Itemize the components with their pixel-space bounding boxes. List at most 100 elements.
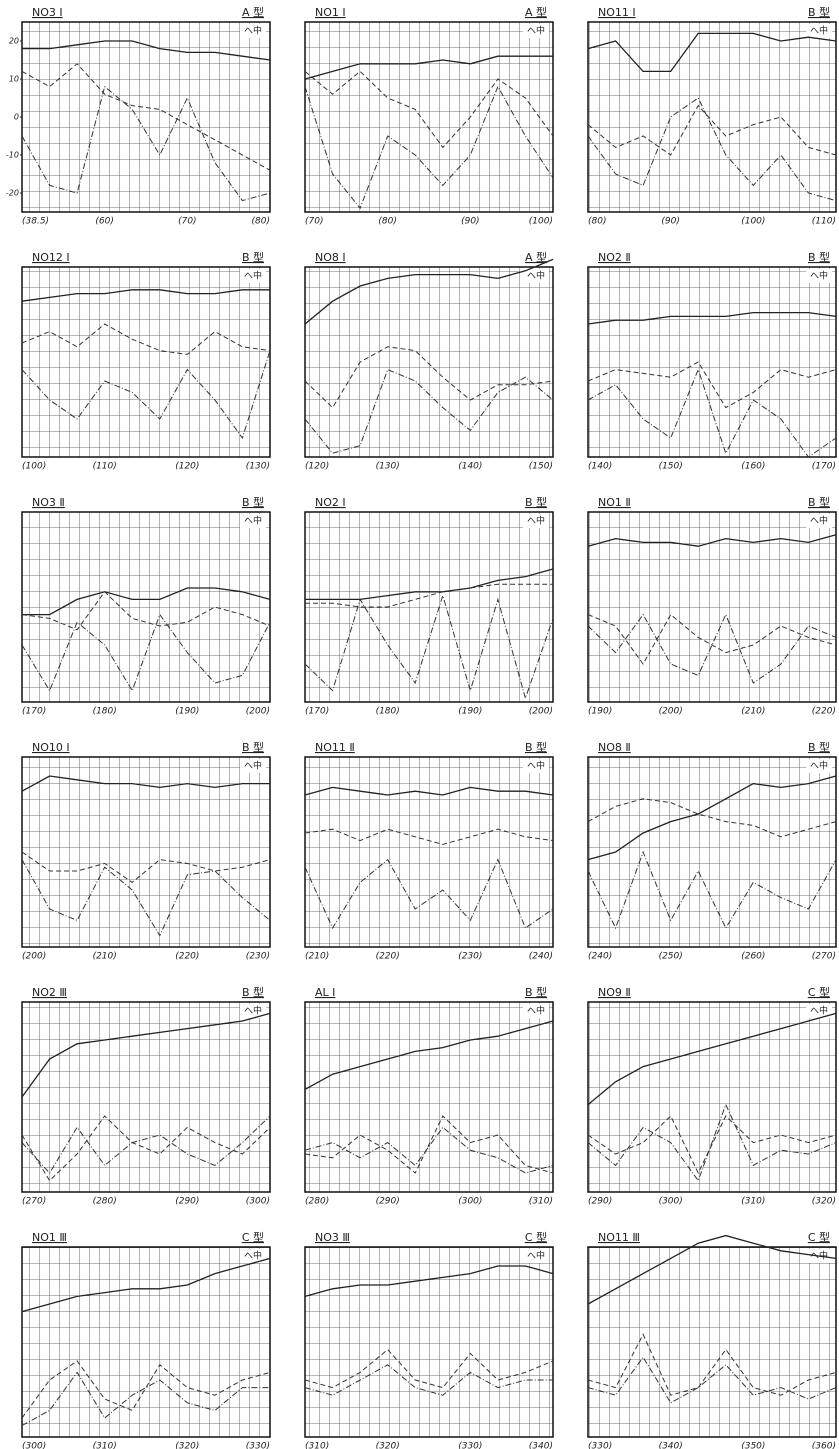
x-tick-label: (170) bbox=[22, 707, 46, 717]
plot-frame bbox=[305, 22, 553, 212]
plot-frame bbox=[588, 1247, 836, 1437]
corner-label: へ中 bbox=[244, 1250, 262, 1262]
chart-title: NO11 Ⅲ bbox=[598, 1231, 640, 1244]
x-tick-label: (38.5) bbox=[22, 217, 49, 227]
x-tick-label: (340) bbox=[529, 1442, 553, 1449]
x-tick-label: (260) bbox=[741, 952, 765, 962]
x-tick-label: (320) bbox=[812, 1197, 836, 1207]
type-label: A 型 bbox=[525, 250, 547, 264]
x-tick-label: (180) bbox=[376, 707, 400, 717]
x-tick-label: (270) bbox=[812, 952, 836, 962]
x-tick-label: (80) bbox=[378, 217, 396, 227]
plot-frame bbox=[588, 22, 836, 212]
plot-frame bbox=[22, 1002, 270, 1192]
x-tick-label: (360) bbox=[812, 1442, 836, 1449]
y-tick-label: 20 bbox=[9, 37, 19, 46]
chart-title: NO1 Ⅰ bbox=[315, 6, 346, 19]
plot-frame bbox=[588, 267, 836, 457]
corner-label: へ中 bbox=[244, 760, 262, 772]
type-label: A 型 bbox=[242, 5, 264, 19]
corner-label: へ中 bbox=[527, 760, 545, 772]
x-tick-label: (190) bbox=[175, 707, 199, 717]
chart-title: NO12 Ⅰ bbox=[32, 251, 70, 264]
corner-label: へ中 bbox=[244, 270, 262, 282]
corner-label: へ中 bbox=[810, 1005, 828, 1017]
corner-label: へ中 bbox=[244, 25, 262, 37]
corner-label: へ中 bbox=[810, 515, 828, 527]
page: NO3 ⅠA 型へ中(38.5)(60)(70)(80)20100-10-20N… bbox=[0, 0, 839, 1449]
x-tick-label: (70) bbox=[178, 217, 196, 227]
type-label: B 型 bbox=[242, 495, 264, 509]
type-label: C 型 bbox=[525, 1230, 547, 1244]
x-tick-label: (230) bbox=[458, 952, 482, 962]
x-tick-label: (190) bbox=[588, 707, 612, 717]
x-tick-label: (320) bbox=[376, 1442, 400, 1449]
plot-frame bbox=[22, 512, 270, 702]
chart-title: NO1 Ⅲ bbox=[32, 1231, 67, 1244]
plot-frame bbox=[22, 1247, 270, 1437]
chart-sheet: NO3 ⅠA 型へ中(38.5)(60)(70)(80)20100-10-20N… bbox=[0, 0, 839, 1449]
type-label: B 型 bbox=[808, 5, 830, 19]
x-tick-label: (170) bbox=[812, 462, 836, 472]
x-tick-label: (290) bbox=[175, 1197, 199, 1207]
x-tick-label: (330) bbox=[588, 1442, 612, 1449]
chart-title: NO3 Ⅲ bbox=[315, 1231, 350, 1244]
x-tick-label: (100) bbox=[741, 217, 765, 227]
x-tick-label: (190) bbox=[458, 707, 482, 717]
type-label: B 型 bbox=[808, 250, 830, 264]
x-tick-label: (80) bbox=[252, 217, 270, 227]
x-tick-label: (100) bbox=[22, 462, 46, 472]
corner-label: へ中 bbox=[527, 25, 545, 37]
x-tick-label: (340) bbox=[659, 1442, 683, 1449]
x-tick-label: (280) bbox=[93, 1197, 117, 1207]
x-tick-label: (300) bbox=[458, 1197, 482, 1207]
x-tick-label: (210) bbox=[741, 707, 765, 717]
corner-label: へ中 bbox=[527, 1005, 545, 1017]
x-tick-label: (90) bbox=[661, 217, 679, 227]
x-tick-label: (310) bbox=[529, 1197, 553, 1207]
type-label: B 型 bbox=[525, 985, 547, 999]
plot-frame bbox=[305, 512, 553, 702]
chart-title: NO3 Ⅱ bbox=[32, 496, 65, 509]
x-tick-label: (310) bbox=[305, 1442, 329, 1449]
x-tick-label: (140) bbox=[588, 462, 612, 472]
type-label: B 型 bbox=[242, 985, 264, 999]
corner-label: へ中 bbox=[810, 760, 828, 772]
corner-label: へ中 bbox=[244, 515, 262, 527]
x-tick-label: (320) bbox=[175, 1442, 199, 1449]
x-tick-label: (110) bbox=[93, 462, 117, 472]
x-tick-label: (220) bbox=[812, 707, 836, 717]
chart-title: NO8 Ⅰ bbox=[315, 251, 346, 264]
corner-label: へ中 bbox=[527, 1250, 545, 1262]
x-tick-label: (270) bbox=[22, 1197, 46, 1207]
x-tick-label: (200) bbox=[529, 707, 553, 717]
x-tick-label: (100) bbox=[529, 217, 553, 227]
x-tick-label: (250) bbox=[659, 952, 683, 962]
chart-title: AL Ⅰ bbox=[315, 986, 335, 999]
x-tick-label: (200) bbox=[659, 707, 683, 717]
x-tick-label: (120) bbox=[175, 462, 199, 472]
chart-title: NO8 Ⅱ bbox=[598, 741, 631, 754]
type-label: B 型 bbox=[525, 495, 547, 509]
chart-title: NO11 Ⅰ bbox=[598, 6, 636, 19]
x-tick-label: (310) bbox=[741, 1197, 765, 1207]
chart-title: NO3 Ⅰ bbox=[32, 6, 63, 19]
corner-label: へ中 bbox=[527, 515, 545, 527]
x-tick-label: (240) bbox=[529, 952, 553, 962]
type-label: C 型 bbox=[808, 1230, 830, 1244]
x-tick-label: (290) bbox=[588, 1197, 612, 1207]
type-label: A 型 bbox=[525, 5, 547, 19]
y-tick-label: -10 bbox=[6, 151, 19, 160]
plot-frame bbox=[305, 757, 553, 947]
chart-title: NO2 Ⅲ bbox=[32, 986, 67, 999]
type-label: B 型 bbox=[242, 740, 264, 754]
corner-label: へ中 bbox=[244, 1005, 262, 1017]
x-tick-label: (300) bbox=[246, 1197, 270, 1207]
x-tick-label: (170) bbox=[305, 707, 329, 717]
x-tick-label: (220) bbox=[376, 952, 400, 962]
plot-frame bbox=[305, 1247, 553, 1437]
corner-label: へ中 bbox=[527, 270, 545, 282]
chart-title: NO2 Ⅰ bbox=[315, 496, 346, 509]
x-tick-label: (300) bbox=[22, 1442, 46, 1449]
x-tick-label: (130) bbox=[376, 462, 400, 472]
